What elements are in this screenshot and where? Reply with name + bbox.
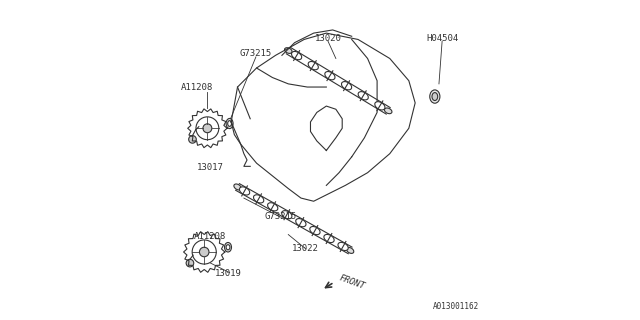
Ellipse shape [239, 187, 250, 195]
Text: G73215: G73215 [264, 212, 296, 221]
Ellipse shape [226, 118, 233, 129]
Ellipse shape [225, 243, 232, 252]
Ellipse shape [325, 72, 335, 80]
Circle shape [189, 136, 196, 143]
Ellipse shape [342, 82, 351, 90]
Circle shape [203, 124, 212, 133]
Ellipse shape [296, 219, 306, 227]
Text: FRONT: FRONT [337, 273, 366, 291]
Ellipse shape [432, 92, 438, 100]
Ellipse shape [292, 52, 301, 60]
Text: 13019: 13019 [215, 269, 242, 278]
Text: G73215: G73215 [240, 49, 272, 58]
Ellipse shape [385, 108, 392, 114]
Circle shape [200, 247, 209, 257]
Ellipse shape [308, 61, 318, 70]
Text: H04504: H04504 [427, 34, 459, 43]
Ellipse shape [226, 245, 230, 250]
Ellipse shape [228, 121, 232, 126]
Ellipse shape [324, 235, 334, 243]
Text: 13020: 13020 [314, 34, 341, 43]
Text: A11208: A11208 [180, 84, 213, 92]
Ellipse shape [429, 90, 440, 103]
Text: 13017: 13017 [197, 164, 224, 172]
Circle shape [186, 259, 194, 267]
Ellipse shape [375, 102, 385, 110]
Text: A11208: A11208 [193, 232, 226, 241]
Ellipse shape [338, 242, 348, 251]
Ellipse shape [358, 92, 368, 100]
Ellipse shape [346, 247, 354, 253]
Ellipse shape [234, 184, 241, 190]
Ellipse shape [285, 48, 292, 53]
Text: A013001162: A013001162 [433, 302, 479, 311]
Ellipse shape [282, 211, 292, 219]
Ellipse shape [253, 195, 264, 203]
Ellipse shape [310, 227, 320, 235]
Ellipse shape [268, 203, 278, 211]
Text: 13022: 13022 [292, 244, 319, 253]
